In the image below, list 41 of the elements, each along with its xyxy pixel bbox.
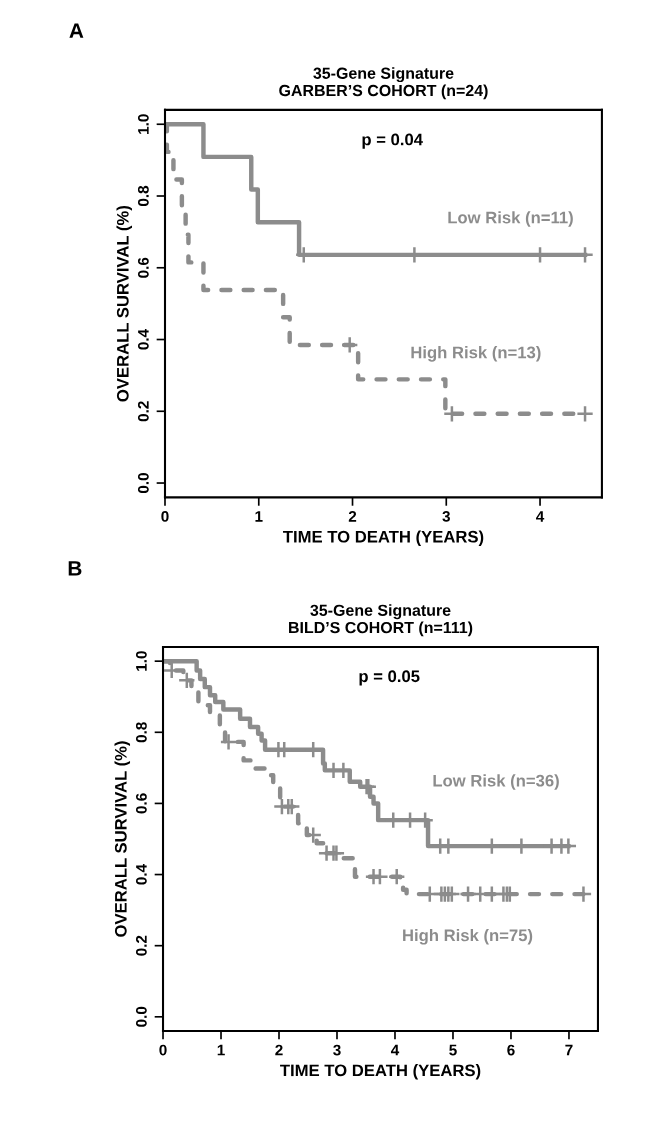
- y-tick-label: 0.2: [137, 401, 149, 422]
- y-tick-label: 0.2: [135, 935, 147, 956]
- series-label: Low Risk (n=36): [433, 774, 559, 790]
- x-tick-label: 0: [159, 1044, 167, 1056]
- x-tick-label: 2: [275, 1044, 283, 1056]
- chart-subtitle: BILD’S COHORT (n=111): [289, 621, 473, 637]
- y-tick-label: 0.4: [135, 864, 147, 885]
- x-tick-label: 2: [348, 510, 357, 522]
- x-tick-label: 4: [536, 511, 545, 522]
- series-label: High Risk (n=13): [411, 346, 541, 362]
- y-tick-label: 0.6: [135, 793, 147, 814]
- chart-title: 35-Gene Signature: [310, 604, 451, 620]
- y-axis-title: OVERALL SURVIVAL (%): [116, 205, 133, 402]
- annotation: p = 0.04: [362, 133, 423, 149]
- x-tick-label: 1: [255, 511, 263, 522]
- series-label: Low Risk (n=11): [448, 211, 573, 227]
- y-tick-label: 1.0: [137, 114, 149, 134]
- x-tick-label: 6: [507, 1044, 515, 1056]
- text: B: [68, 561, 82, 576]
- x-tick-label: 3: [442, 510, 450, 522]
- x-axis-title: TIME TO DEATH (YEARS): [283, 530, 484, 546]
- y-tick-label: 0.0: [137, 473, 149, 494]
- x-tick-label: 0: [161, 510, 169, 522]
- annotation: p = 0.05: [359, 670, 420, 686]
- x-tick-label: 4: [390, 1044, 400, 1056]
- x-tick-label: 1: [217, 1044, 225, 1056]
- y-tick-label: 0.8: [137, 185, 149, 207]
- text: A: [69, 23, 84, 38]
- y-tick-label: 0.6: [137, 257, 149, 278]
- y-tick-label: 0.0: [135, 1006, 147, 1027]
- x-tick-label: 3: [333, 1044, 341, 1056]
- y-tick-label: 0.8: [135, 722, 147, 743]
- x-tick-label: 5: [449, 1044, 457, 1056]
- y-tick-label: 0.4: [137, 328, 149, 350]
- x-axis-title: TIME TO DEATH (YEARS): [280, 1064, 481, 1080]
- chart-subtitle: GARBER’S COHORT (n=24): [279, 84, 488, 100]
- x-tick-label: 7: [565, 1044, 573, 1056]
- text: High Risk (n=75): [403, 928, 533, 945]
- y-tick-label: 1.0: [135, 651, 147, 671]
- chart-title: 35-Gene Signature: [313, 67, 454, 83]
- y-axis-title: OVERALL SURVIVAL (%): [114, 741, 131, 937]
